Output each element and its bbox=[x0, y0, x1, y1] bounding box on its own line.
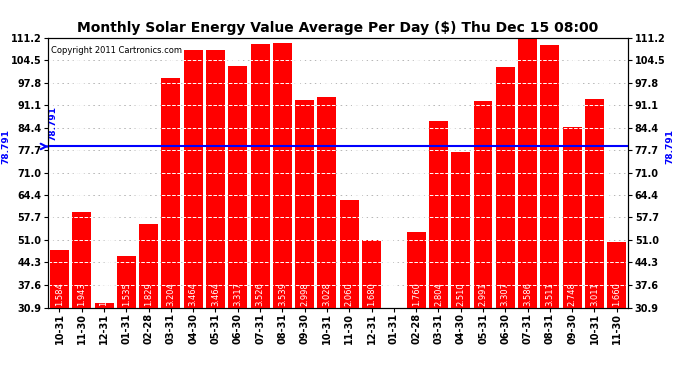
Text: 78.791: 78.791 bbox=[1, 129, 10, 164]
Bar bbox=[429, 121, 448, 308]
Text: 1.094: 1.094 bbox=[99, 282, 108, 306]
Text: 78.791: 78.791 bbox=[48, 106, 57, 141]
Text: 2.060: 2.060 bbox=[345, 282, 354, 306]
Text: 3.539: 3.539 bbox=[278, 282, 287, 306]
Text: 2.804: 2.804 bbox=[434, 282, 443, 306]
Text: 3.204: 3.204 bbox=[166, 282, 175, 306]
Bar bbox=[496, 67, 515, 308]
Text: 1.660: 1.660 bbox=[612, 282, 621, 306]
Bar bbox=[473, 101, 493, 308]
Bar bbox=[184, 51, 203, 308]
Text: 1.680: 1.680 bbox=[367, 282, 376, 306]
Bar bbox=[585, 99, 604, 308]
Text: 3.464: 3.464 bbox=[188, 282, 198, 306]
Text: 3.011: 3.011 bbox=[590, 282, 599, 306]
Text: 2.998: 2.998 bbox=[300, 282, 309, 306]
Text: Copyright 2011 Cartronics.com: Copyright 2011 Cartronics.com bbox=[51, 46, 182, 55]
Text: 3.028: 3.028 bbox=[322, 282, 331, 306]
Text: 3.511: 3.511 bbox=[545, 282, 554, 306]
Bar bbox=[95, 303, 114, 307]
Text: 1.584: 1.584 bbox=[55, 282, 64, 306]
Bar bbox=[317, 97, 337, 308]
Bar bbox=[139, 224, 158, 308]
Bar bbox=[250, 44, 270, 308]
Bar bbox=[50, 251, 69, 308]
Bar bbox=[228, 66, 247, 308]
Bar bbox=[518, 38, 537, 308]
Text: 2.748: 2.748 bbox=[568, 282, 577, 306]
Text: 3.586: 3.586 bbox=[523, 282, 532, 306]
Text: 3.526: 3.526 bbox=[255, 282, 264, 306]
Text: 1.829: 1.829 bbox=[144, 282, 153, 306]
Text: 3.317: 3.317 bbox=[233, 282, 242, 306]
Bar bbox=[117, 256, 136, 308]
Text: 78.791: 78.791 bbox=[666, 129, 675, 164]
Text: 2.991: 2.991 bbox=[478, 282, 488, 306]
Text: 2.510: 2.510 bbox=[456, 282, 465, 306]
Title: Monthly Solar Energy Value Average Per Day ($) Thu Dec 15 08:00: Monthly Solar Energy Value Average Per D… bbox=[77, 21, 599, 35]
Bar bbox=[206, 51, 225, 308]
Text: 1.048: 1.048 bbox=[389, 282, 398, 306]
Text: 1.760: 1.760 bbox=[412, 282, 421, 306]
Text: 1.535: 1.535 bbox=[122, 282, 131, 306]
Bar bbox=[406, 232, 426, 308]
Text: 3.464: 3.464 bbox=[211, 282, 220, 306]
Bar bbox=[273, 42, 292, 308]
Bar bbox=[295, 100, 314, 308]
Text: 3.307: 3.307 bbox=[501, 282, 510, 306]
Bar bbox=[563, 127, 582, 308]
Bar bbox=[362, 240, 381, 308]
Bar bbox=[339, 200, 359, 308]
Bar bbox=[540, 45, 560, 308]
Bar bbox=[451, 152, 470, 308]
Bar bbox=[161, 78, 180, 308]
Bar bbox=[607, 242, 627, 308]
Text: 1.943: 1.943 bbox=[77, 282, 86, 306]
Bar bbox=[72, 212, 91, 308]
